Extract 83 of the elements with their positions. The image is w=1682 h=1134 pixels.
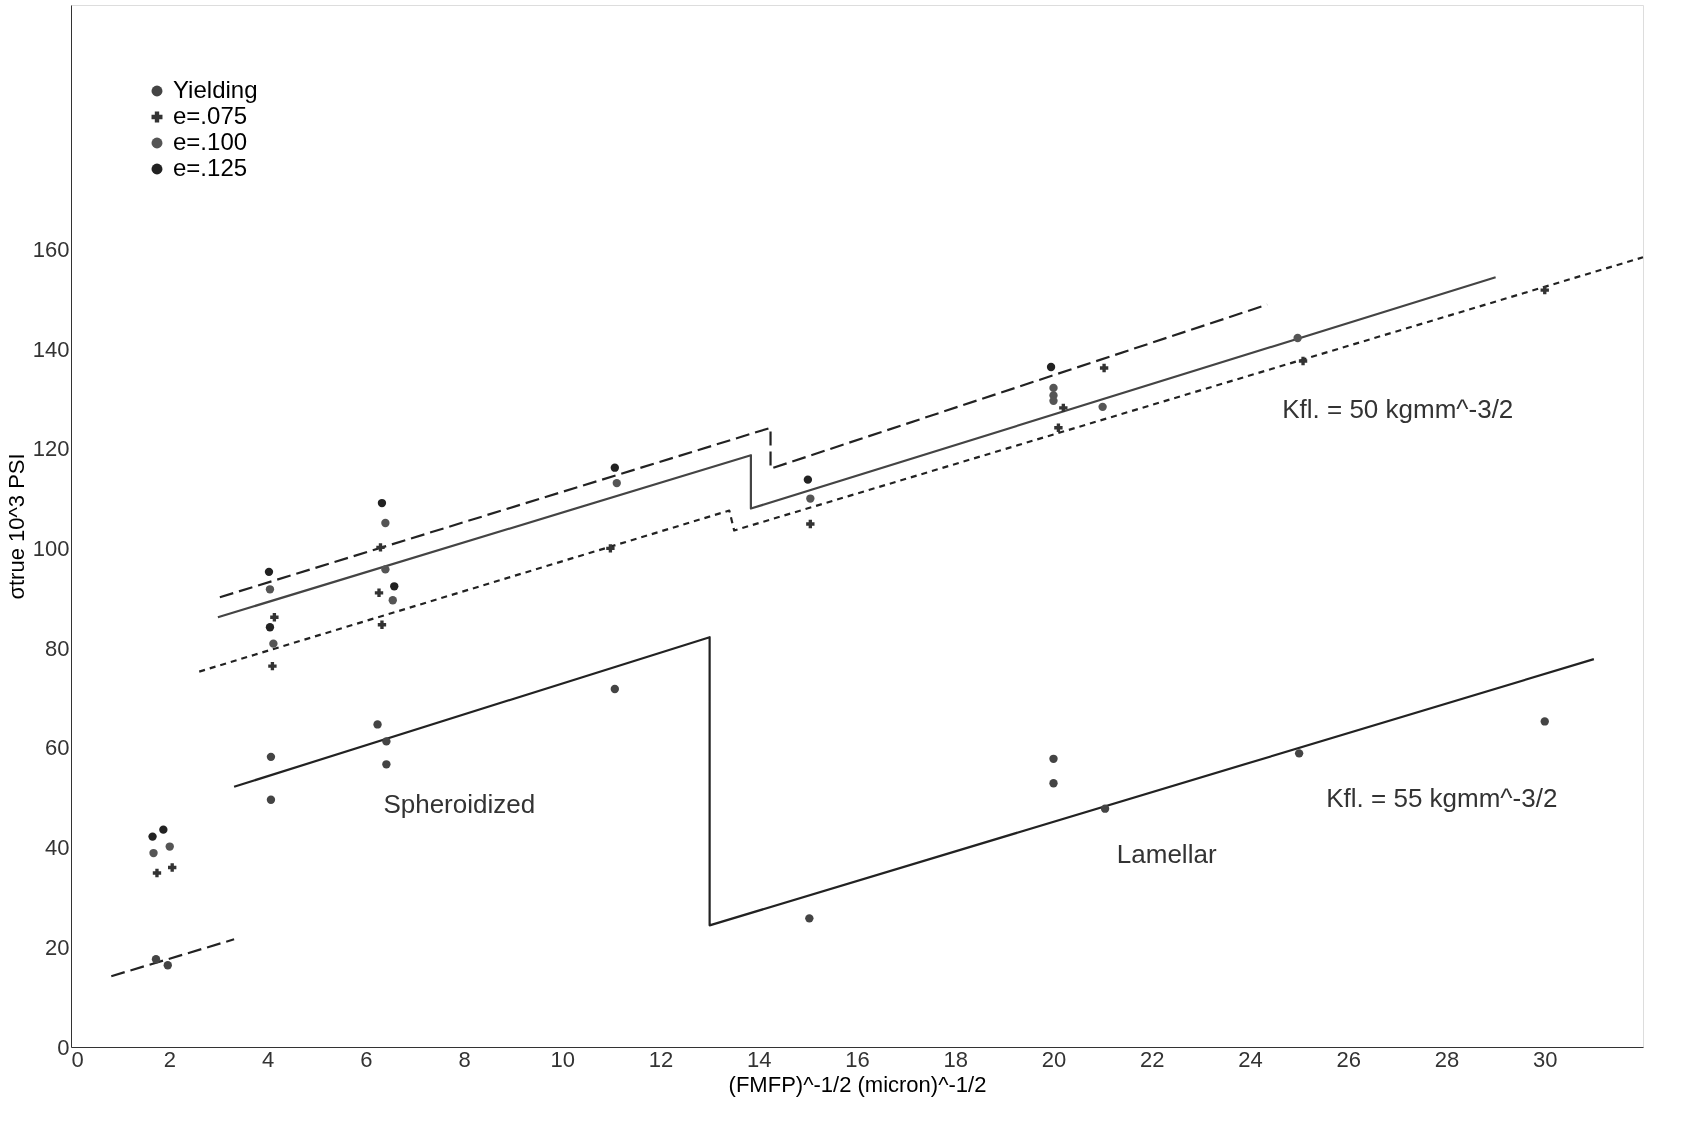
x-tick-label: 22 bbox=[1140, 1046, 1165, 1072]
point bbox=[1049, 383, 1058, 393]
x-tick-label: 16 bbox=[845, 1046, 870, 1072]
x-tick-label: 12 bbox=[648, 1046, 674, 1072]
y-tick-label: 80 bbox=[45, 635, 70, 661]
x-tick-label: 8 bbox=[458, 1046, 471, 1072]
point bbox=[610, 684, 619, 694]
point bbox=[268, 661, 277, 671]
point bbox=[381, 565, 390, 574]
point bbox=[1540, 717, 1549, 726]
line-series bbox=[198, 256, 1645, 673]
x-tick-label: 24 bbox=[1238, 1046, 1263, 1072]
x-tick-label: 28 bbox=[1434, 1046, 1460, 1072]
x-axis-title: (FMFP)^-1/2 (micron)^-1/2 bbox=[728, 1071, 987, 1097]
point bbox=[1293, 333, 1302, 343]
y-tick-label: 60 bbox=[45, 735, 70, 761]
point bbox=[381, 518, 390, 528]
x-tick-label: 14 bbox=[747, 1046, 772, 1072]
point bbox=[159, 825, 168, 834]
point bbox=[151, 955, 161, 964]
point bbox=[805, 914, 814, 923]
y-axis-title: σtrue 10^3 PSI bbox=[3, 453, 29, 600]
point bbox=[382, 760, 391, 769]
point bbox=[266, 752, 276, 762]
x-tick-label: 30 bbox=[1533, 1046, 1558, 1072]
annotation: Lamellar bbox=[1116, 839, 1217, 870]
y-tick-label: 40 bbox=[45, 835, 70, 861]
point bbox=[373, 720, 382, 729]
y-tick-label: 140 bbox=[32, 336, 70, 362]
point bbox=[376, 543, 385, 552]
x-tick-label: 2 bbox=[163, 1046, 176, 1072]
line-series bbox=[233, 636, 1595, 927]
legend-label: e=.075 bbox=[173, 102, 248, 129]
point bbox=[1049, 754, 1058, 763]
point bbox=[1046, 362, 1056, 372]
x-tick-label: 20 bbox=[1041, 1046, 1067, 1072]
point bbox=[1099, 363, 1109, 373]
point bbox=[377, 620, 387, 629]
point bbox=[265, 623, 275, 632]
legend-label: e=.125 bbox=[173, 154, 248, 181]
point bbox=[806, 494, 815, 503]
point bbox=[606, 544, 615, 553]
point bbox=[803, 475, 813, 484]
point bbox=[152, 868, 162, 878]
point bbox=[264, 567, 274, 577]
point bbox=[265, 585, 275, 594]
annotation: Kfl. = 55 kgmm^-3/2 bbox=[1326, 782, 1558, 813]
x-tick-label: 18 bbox=[943, 1046, 968, 1072]
x-tick-label: 26 bbox=[1336, 1046, 1361, 1072]
point bbox=[1049, 779, 1058, 788]
point bbox=[148, 832, 157, 841]
y-tick-label: 100 bbox=[32, 535, 70, 561]
point bbox=[374, 588, 384, 597]
legend-label: e=.100 bbox=[173, 128, 248, 155]
y-tick-label: 160 bbox=[32, 236, 70, 262]
point bbox=[1294, 749, 1304, 758]
point bbox=[270, 613, 279, 622]
x-tick-label: 10 bbox=[550, 1046, 575, 1072]
point bbox=[269, 639, 278, 648]
x-tick-label: 6 bbox=[360, 1046, 373, 1072]
point bbox=[377, 498, 387, 508]
annotation: Kfl. = 50 kgmm^-3/2 bbox=[1282, 393, 1514, 424]
point bbox=[266, 795, 276, 804]
point bbox=[612, 478, 621, 488]
y-tick-label: 20 bbox=[45, 934, 70, 960]
point bbox=[149, 848, 158, 858]
point bbox=[1054, 423, 1063, 432]
annotation: Spheroidized bbox=[383, 788, 536, 819]
point bbox=[610, 463, 619, 472]
x-tick-label: 4 bbox=[261, 1046, 275, 1072]
point bbox=[388, 596, 397, 605]
point bbox=[165, 842, 174, 851]
point bbox=[382, 737, 391, 746]
point bbox=[1059, 403, 1068, 413]
legend-label: Yielding bbox=[173, 76, 258, 103]
point bbox=[1098, 402, 1107, 412]
point bbox=[168, 863, 177, 872]
point bbox=[1100, 804, 1110, 813]
y-tick-label: 120 bbox=[32, 436, 70, 462]
point bbox=[163, 961, 172, 970]
point bbox=[390, 582, 399, 591]
point bbox=[806, 519, 815, 529]
point bbox=[1298, 356, 1308, 366]
